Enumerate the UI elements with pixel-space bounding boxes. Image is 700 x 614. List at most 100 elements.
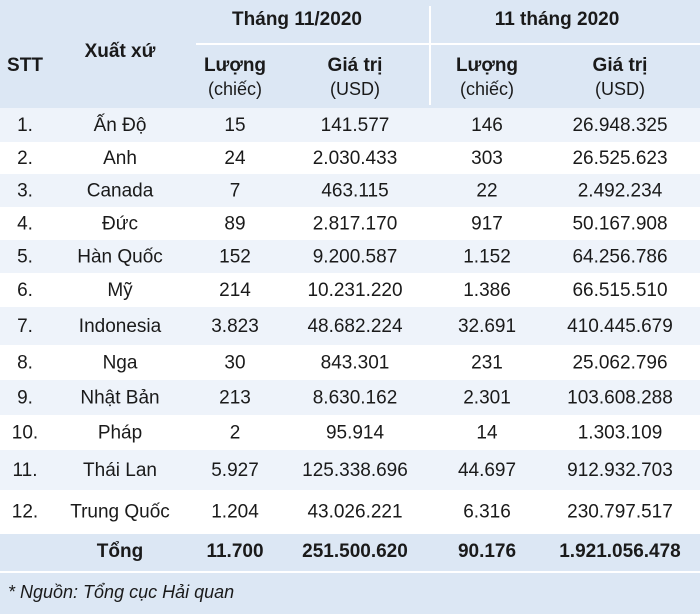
row-origin: Ấn Độ [94, 114, 147, 136]
row-origin: Trung Quốc [70, 502, 170, 523]
cell: 213 [219, 388, 251, 409]
cell: 103.608.288 [567, 388, 673, 409]
cell: 214 [219, 280, 251, 301]
column-header: Giá trị [328, 55, 383, 76]
source-note: * Nguồn: Tổng cục Hải quan [8, 582, 234, 602]
row-background [0, 108, 700, 142]
row-background [0, 142, 700, 174]
header-stt: STT [7, 55, 43, 76]
row-background [0, 490, 700, 533]
cell: 3.823 [211, 316, 259, 337]
cell: 9.200.587 [313, 247, 398, 268]
row-background [0, 240, 700, 273]
cell: 5.927 [211, 460, 259, 481]
cell: 410.445.679 [567, 316, 673, 337]
header-origin: Xuất xứ [85, 41, 156, 62]
cell: 44.697 [458, 460, 516, 481]
cell: 26.525.623 [572, 148, 667, 169]
cell: 6.316 [463, 502, 511, 523]
cell: 7 [230, 181, 241, 202]
header-group: Tháng 11/2020 [232, 9, 362, 30]
cell: 8.630.162 [313, 388, 398, 409]
column-unit: (chiếc) [460, 79, 514, 99]
cell: 1.204 [211, 502, 259, 523]
cell: 1.152 [463, 247, 511, 268]
row-origin: Hàn Quốc [77, 247, 163, 268]
cell: 1.303.109 [578, 423, 663, 444]
column-unit: (USD) [595, 79, 645, 99]
cell: 2.301 [463, 388, 511, 409]
cell: 24 [224, 148, 246, 169]
row-index: 4. [17, 214, 33, 235]
cell: 50.167.908 [572, 214, 667, 235]
cell: 917 [471, 214, 503, 235]
cell: 146 [471, 115, 503, 136]
cell: 15 [224, 115, 245, 136]
cell: 2.817.170 [313, 214, 398, 235]
total-cell: 1.921.056.478 [559, 541, 681, 562]
row-origin: Thái Lan [83, 460, 157, 481]
row-background [0, 380, 700, 415]
cell: 141.577 [321, 115, 390, 136]
row-index: 12. [12, 502, 38, 523]
cell: 66.515.510 [572, 280, 667, 301]
cell: 2 [230, 423, 241, 444]
cell: 30 [224, 353, 245, 374]
row-index: 8. [17, 353, 33, 374]
row-origin: Pháp [98, 423, 142, 444]
row-index: 3. [17, 181, 33, 202]
column-header: Giá trị [593, 55, 648, 76]
row-background [0, 415, 700, 450]
cell: 125.338.696 [302, 460, 408, 481]
row-background [0, 450, 700, 490]
row-background [0, 174, 700, 207]
row-index: 1. [17, 115, 33, 136]
column-unit: (chiếc) [208, 79, 262, 99]
row-origin: Indonesia [79, 316, 162, 337]
cell: 26.948.325 [572, 115, 667, 136]
row-index: 11. [12, 460, 37, 481]
cell: 95.914 [326, 423, 385, 444]
cell: 89 [224, 214, 245, 235]
cell: 2.492.234 [578, 181, 663, 202]
cell: 230.797.517 [567, 502, 673, 523]
row-origin: Đức [102, 214, 138, 235]
row-index: 7. [17, 316, 33, 337]
cell: 48.682.224 [307, 316, 403, 337]
cell: 32.691 [458, 316, 516, 337]
row-background [0, 307, 700, 345]
cell: 152 [219, 247, 251, 268]
cell: 25.062.796 [572, 353, 667, 374]
row-index: 5. [17, 247, 33, 268]
row-origin: Canada [87, 181, 154, 202]
row-origin: Anh [103, 148, 137, 169]
cell: 912.932.703 [567, 460, 673, 481]
row-origin: Nhật Bản [80, 388, 159, 409]
row-index: 9. [17, 388, 33, 409]
total-cell: 251.500.620 [302, 541, 408, 562]
column-header: Lượng [204, 55, 266, 76]
cell: 14 [476, 423, 498, 444]
total-cell: 11.700 [206, 541, 263, 562]
row-origin: Mỹ [107, 280, 133, 301]
cell: 10.231.220 [307, 280, 402, 301]
cell: 64.256.786 [572, 247, 667, 268]
row-background [0, 345, 700, 380]
row-index: 10. [12, 423, 38, 444]
row-origin: Nga [103, 353, 138, 374]
column-header: Lượng [456, 55, 518, 76]
cell: 43.026.221 [307, 502, 402, 523]
column-unit: (USD) [330, 79, 380, 99]
header-group: 11 tháng 2020 [495, 9, 620, 30]
cell: 843.301 [321, 353, 390, 374]
cell: 2.030.433 [313, 148, 398, 169]
cell: 231 [471, 353, 503, 374]
cell: 303 [471, 148, 503, 169]
row-background [0, 207, 700, 240]
cell: 1.386 [463, 280, 511, 301]
total-label: Tổng [97, 541, 143, 562]
cell: 463.115 [321, 181, 388, 202]
row-index: 2. [17, 148, 33, 169]
row-index: 6. [17, 280, 33, 301]
